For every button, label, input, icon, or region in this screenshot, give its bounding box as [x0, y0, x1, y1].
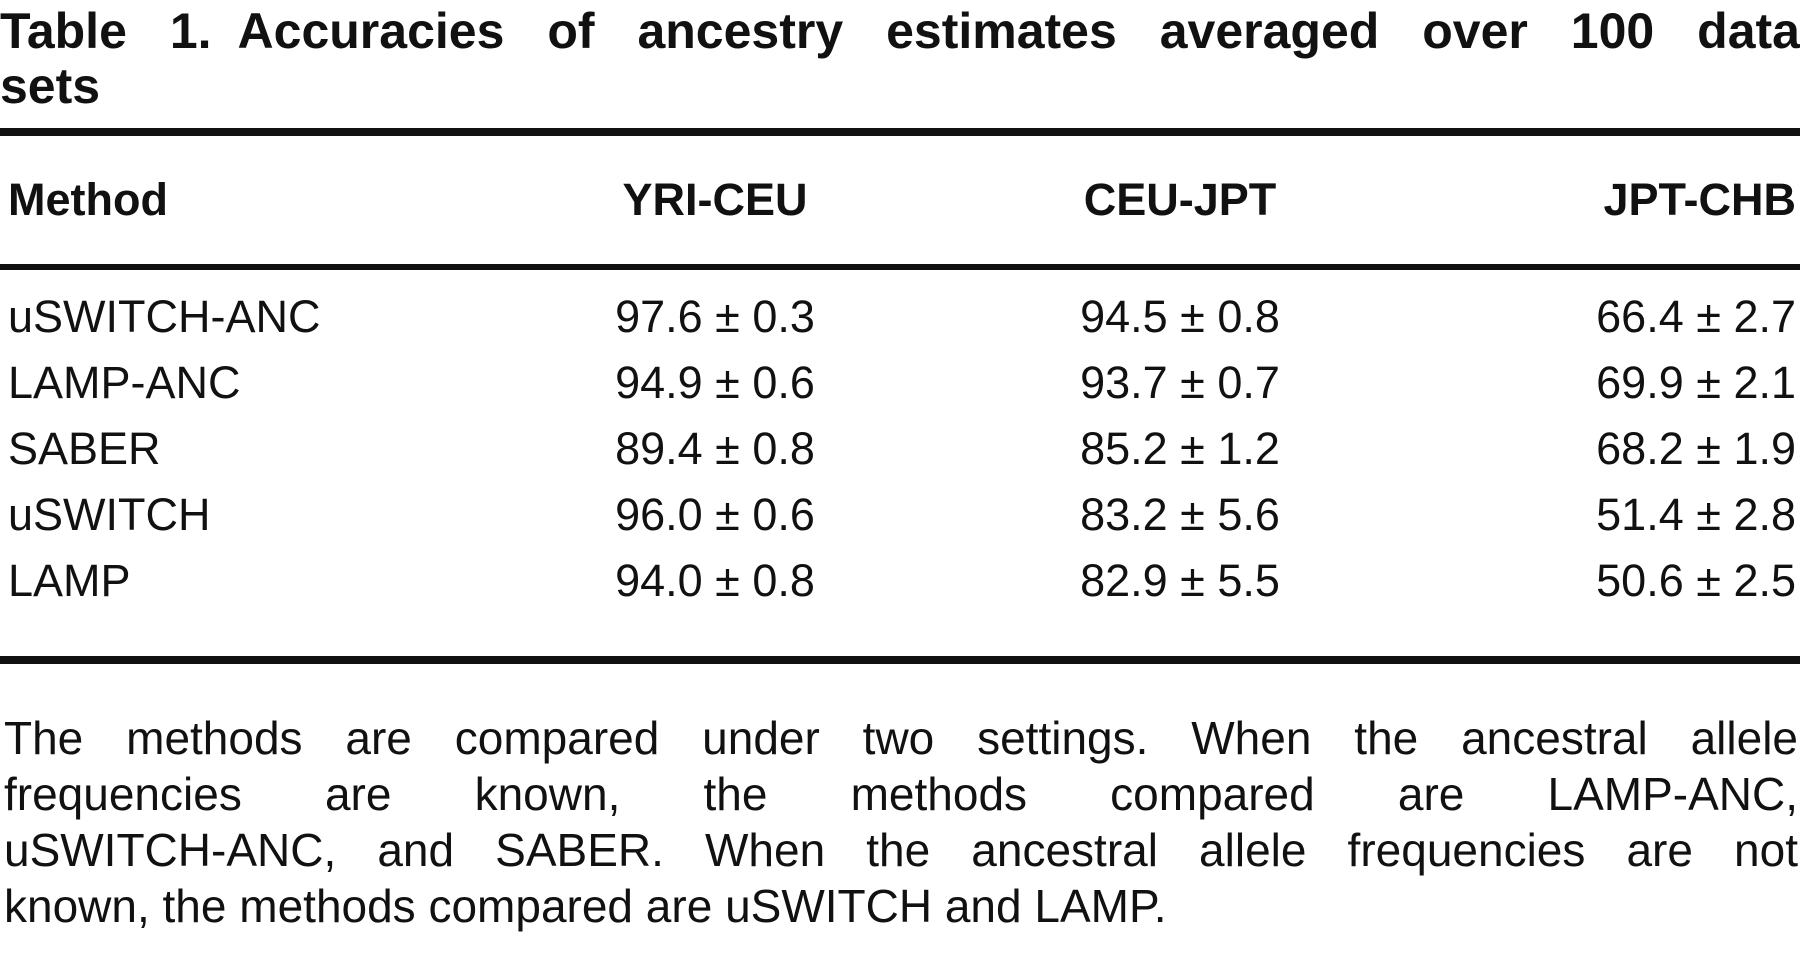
value-cell: 66.4 ± 2.7 — [1596, 291, 1796, 342]
table-title-text: Accuracies of ancestry estimates average… — [237, 3, 1800, 59]
value-cell: 69.9 ± 2.1 — [1596, 357, 1796, 408]
table-row: SABER 89.4 ± 0.8 85.2 ± 1.2 68.2 ± 1.9 — [0, 416, 1800, 482]
value-cell: 68.2 ± 1.9 — [1596, 423, 1796, 474]
value-cell: 50.6 ± 2.5 — [1596, 555, 1796, 606]
bottom-rule — [0, 656, 1800, 664]
value-cell: 94.0 ± 0.8 — [615, 555, 815, 606]
top-rule — [0, 128, 1800, 136]
table-row: LAMP 94.0 ± 0.8 82.9 ± 5.5 50.6 ± 2.5 — [0, 548, 1800, 614]
value-cell: 94.9 ± 0.6 — [615, 357, 815, 408]
value-cell: 94.5 ± 0.8 — [1080, 291, 1280, 342]
value-cell: 85.2 ± 1.2 — [1080, 423, 1280, 474]
table-row: uSWITCH 96.0 ± 0.6 83.2 ± 5.6 51.4 ± 2.8 — [0, 482, 1800, 548]
header-row: Method YRI-CEU CEU-JPT JPT-CHB — [0, 136, 1800, 264]
value-cell: 82.9 ± 5.5 — [1080, 555, 1280, 606]
column-header-ceu-jpt: CEU-JPT — [1083, 174, 1277, 225]
footnote-line: The methods are compared under two setti… — [4, 712, 1798, 764]
method-cell: LAMP — [8, 555, 131, 606]
column-header-method: Method — [8, 174, 168, 225]
footnote-line: known, the methods compared are uSWITCH … — [4, 880, 1167, 932]
table-title-line1: Table 1. Accuracies of ancestry estimates… — [0, 4, 1800, 59]
value-cell: 97.6 ± 0.3 — [615, 291, 815, 342]
value-cell: 96.0 ± 0.6 — [615, 489, 815, 540]
table-body: uSWITCH-ANC 97.6 ± 0.3 94.5 ± 0.8 66.4 ±… — [0, 270, 1800, 614]
footnote-line: frequencies are known, the methods compa… — [4, 768, 1798, 820]
footnote-line: uSWITCH-ANC, and SABER. When the ancestr… — [4, 824, 1798, 876]
value-cell: 51.4 ± 2.8 — [1596, 489, 1796, 540]
table-footnote: The methods are compared under two setti… — [0, 710, 1800, 934]
method-cell: SABER — [8, 423, 161, 474]
method-cell: LAMP-ANC — [8, 357, 241, 408]
table-title-line2: sets — [0, 58, 101, 114]
value-cell: 93.7 ± 0.7 — [1080, 357, 1280, 408]
column-header-jpt-chb: JPT-CHB — [1603, 174, 1796, 225]
method-cell: uSWITCH-ANC — [8, 291, 321, 342]
table-title: Table 1. Accuracies of ancestry estimates… — [0, 4, 1800, 114]
method-cell: uSWITCH — [8, 489, 211, 540]
header-rule — [0, 264, 1800, 270]
table-row: LAMP-ANC 94.9 ± 0.6 93.7 ± 0.7 69.9 ± 2.… — [0, 350, 1800, 416]
table-row: uSWITCH-ANC 97.6 ± 0.3 94.5 ± 0.8 66.4 ±… — [0, 284, 1800, 350]
value-cell: 89.4 ± 0.8 — [615, 423, 815, 474]
value-cell: 83.2 ± 5.6 — [1080, 489, 1280, 540]
column-header-yri-ceu: YRI-CEU — [622, 174, 808, 225]
table-number-label: Table 1. — [0, 3, 212, 59]
